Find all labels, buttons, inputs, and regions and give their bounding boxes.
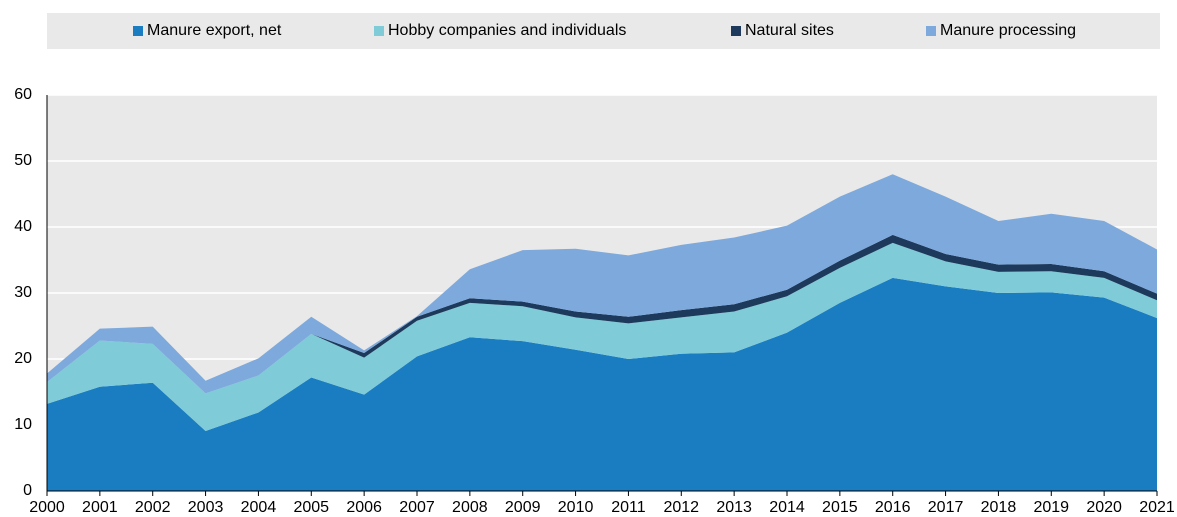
legend-background [47,13,1160,49]
y-tick-label: 20 [14,350,32,367]
area [47,277,1157,491]
legend-label: Manure processing [940,22,1076,39]
x-tick-label: 2006 [346,499,382,516]
area [47,242,1157,431]
y-tick-label: 30 [14,284,32,301]
x-tick-label: 2005 [293,499,329,516]
x-tick-label: 2016 [875,499,911,516]
x-tick-label: 2019 [1033,499,1069,516]
x-tick-label: 2013 [716,499,752,516]
x-tick-label: 2017 [928,499,964,516]
x-tick-label: 2018 [981,499,1017,516]
x-tick-label: 2000 [29,499,65,516]
legend-swatch [926,26,936,36]
y-tick-label: 50 [14,152,32,169]
x-tick-label: 2008 [452,499,488,516]
x-tick-label: 2020 [1086,499,1122,516]
x-tick-label: 2015 [822,499,858,516]
x-tick-label: 2012 [663,499,699,516]
legend-swatch [731,26,741,36]
x-tick-label: 2021 [1139,499,1175,516]
x-tick-label: 2009 [505,499,541,516]
area [47,174,1157,394]
x-tick-label: 2011 [611,499,646,516]
x-tick-label: 2001 [82,499,118,516]
y-tick-label: 0 [23,482,32,499]
x-tick-label: 2004 [241,499,277,516]
y-tick-label: 40 [14,218,32,235]
x-tick-label: 2010 [558,499,594,516]
legend-swatch [133,26,143,36]
y-tick-label: 60 [14,86,32,103]
x-tick-label: 2003 [188,499,224,516]
x-tick-label: 2014 [769,499,805,516]
legend-label: Manure export, net [147,22,282,39]
legend-swatch [374,26,384,36]
legend-label: Natural sites [745,22,834,39]
legend-label: Hobby companies and individuals [388,22,626,39]
x-tick-label: 2007 [399,499,435,516]
y-tick-label: 10 [14,416,32,433]
x-tick-label: 2002 [135,499,171,516]
